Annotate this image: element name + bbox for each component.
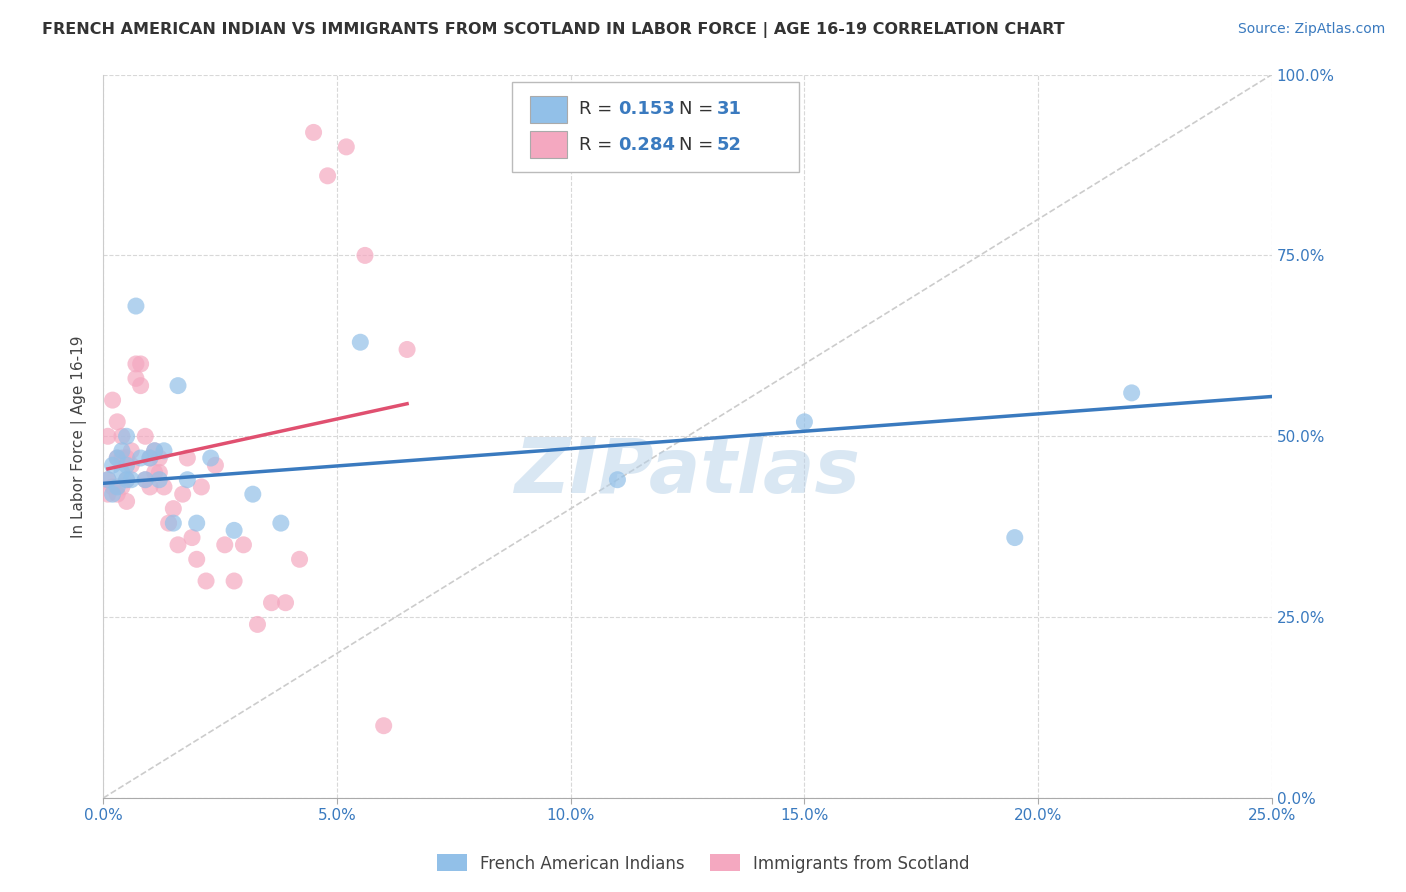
Point <box>274 596 297 610</box>
Text: 31: 31 <box>717 100 742 119</box>
Point <box>129 378 152 392</box>
Point <box>288 552 311 566</box>
Point <box>190 480 212 494</box>
Point <box>242 487 264 501</box>
Point <box>105 415 128 429</box>
Point <box>172 487 194 501</box>
Text: N =: N = <box>679 100 720 119</box>
Point <box>335 140 357 154</box>
Point <box>125 371 148 385</box>
Text: 0.153: 0.153 <box>619 100 675 119</box>
Point <box>157 516 180 530</box>
Text: N =: N = <box>679 136 720 153</box>
Point <box>105 487 128 501</box>
Point <box>115 494 138 508</box>
Point <box>115 473 138 487</box>
Point <box>204 458 226 473</box>
Text: R =: R = <box>579 136 617 153</box>
Point <box>120 473 142 487</box>
Point <box>139 480 162 494</box>
Point <box>134 473 156 487</box>
Point <box>232 538 254 552</box>
Point <box>167 378 190 392</box>
Point <box>162 516 184 530</box>
Point <box>246 617 269 632</box>
Point <box>181 531 204 545</box>
Point <box>302 125 325 139</box>
FancyBboxPatch shape <box>512 82 799 172</box>
Point <box>224 524 246 538</box>
Point <box>115 473 138 487</box>
Point <box>162 501 184 516</box>
Point <box>153 480 176 494</box>
Point <box>111 466 134 480</box>
Point <box>129 357 152 371</box>
Legend: French American Indians, Immigrants from Scotland: French American Indians, Immigrants from… <box>430 847 976 880</box>
Point <box>97 473 120 487</box>
Point <box>316 169 339 183</box>
Point <box>101 480 124 494</box>
Point <box>186 516 208 530</box>
Point <box>153 443 176 458</box>
Point <box>148 450 170 465</box>
Point <box>111 450 134 465</box>
Point <box>143 443 166 458</box>
Point <box>606 473 628 487</box>
Point <box>125 357 148 371</box>
Point <box>270 516 292 530</box>
Text: FRENCH AMERICAN INDIAN VS IMMIGRANTS FROM SCOTLAND IN LABOR FORCE | AGE 16-19 CO: FRENCH AMERICAN INDIAN VS IMMIGRANTS FRO… <box>42 22 1064 38</box>
Point <box>101 393 124 408</box>
FancyBboxPatch shape <box>530 95 567 123</box>
Text: ZIPatlas: ZIPatlas <box>515 435 860 509</box>
Point <box>111 443 134 458</box>
FancyBboxPatch shape <box>530 131 567 159</box>
Point <box>111 429 134 443</box>
Point <box>143 443 166 458</box>
Point <box>120 458 142 473</box>
Point <box>111 480 134 494</box>
Point <box>354 248 377 262</box>
Text: 52: 52 <box>717 136 742 153</box>
Point <box>120 443 142 458</box>
Point <box>97 487 120 501</box>
Point <box>396 343 419 357</box>
Point <box>224 574 246 588</box>
Point <box>1121 385 1143 400</box>
Point <box>186 552 208 566</box>
Point <box>101 458 124 473</box>
Point <box>105 480 128 494</box>
Text: 0.284: 0.284 <box>619 136 676 153</box>
Point <box>101 487 124 501</box>
Point <box>129 450 152 465</box>
Point <box>105 450 128 465</box>
Point <box>115 458 138 473</box>
Point <box>143 466 166 480</box>
Point <box>260 596 283 610</box>
Point <box>349 335 371 350</box>
Point <box>139 450 162 465</box>
Point <box>125 299 148 313</box>
Point <box>176 473 198 487</box>
Y-axis label: In Labor Force | Age 16-19: In Labor Force | Age 16-19 <box>72 335 87 538</box>
Point <box>214 538 236 552</box>
Point <box>148 466 170 480</box>
Point <box>97 473 120 487</box>
Point <box>373 719 395 733</box>
Point <box>793 415 815 429</box>
Point <box>195 574 218 588</box>
Point <box>139 450 162 465</box>
Point <box>200 450 222 465</box>
Point <box>134 429 156 443</box>
Point <box>115 450 138 465</box>
Point <box>115 429 138 443</box>
Point <box>148 473 170 487</box>
Point <box>176 450 198 465</box>
Point <box>97 429 120 443</box>
Point <box>1004 531 1026 545</box>
Point <box>134 473 156 487</box>
Point <box>105 450 128 465</box>
Point <box>167 538 190 552</box>
Text: Source: ZipAtlas.com: Source: ZipAtlas.com <box>1237 22 1385 37</box>
Text: R =: R = <box>579 100 617 119</box>
